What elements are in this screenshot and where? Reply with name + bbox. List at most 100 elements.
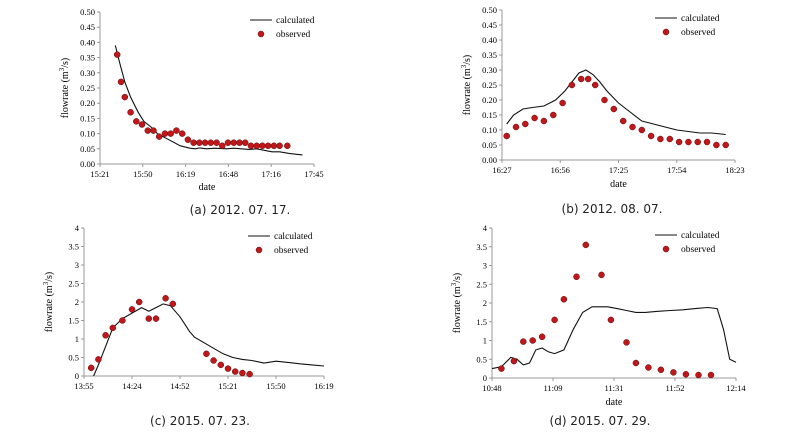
legend-observed-swatch xyxy=(255,246,263,254)
y-tick-label: 2 xyxy=(75,297,79,307)
y-tick-label: 0.35 xyxy=(482,50,497,60)
x-tick-label: 12:14 xyxy=(726,383,746,393)
y-axis-label-tail: /s) xyxy=(462,55,473,65)
y-tick-label: 0.25 xyxy=(80,83,95,93)
y-tick-label: 0 xyxy=(483,373,487,383)
chart-caption: (b) 2012. 08. 07. xyxy=(562,202,663,216)
observed-point xyxy=(270,142,278,150)
observed-point xyxy=(695,371,702,379)
calculated-line xyxy=(506,69,726,136)
observed-point xyxy=(584,75,592,83)
x-tick-label: 16:48 xyxy=(219,169,238,179)
observed-point xyxy=(239,369,246,377)
y-axis-label: flowrate (m3/s) xyxy=(460,55,473,115)
x-tick-label: 16:56 xyxy=(551,165,570,175)
chart-caption: (c) 2015. 07. 23. xyxy=(150,414,250,428)
observed-point xyxy=(219,142,226,150)
observed-point xyxy=(178,130,186,137)
observed-point xyxy=(531,114,538,122)
observed-point xyxy=(87,364,95,372)
observed-point xyxy=(133,118,140,125)
observed-point xyxy=(224,139,232,146)
y-tick-label: 2 xyxy=(483,298,487,308)
observed-point xyxy=(598,271,605,279)
observed-point xyxy=(577,75,585,83)
observed-point xyxy=(284,142,291,150)
observed-point xyxy=(119,317,126,324)
x-tick-label: 11:31 xyxy=(604,383,623,393)
observed-point xyxy=(675,138,683,146)
observed-point xyxy=(568,81,576,89)
x-tick-label: 17:45 xyxy=(304,169,323,179)
y-tick-label: 0.00 xyxy=(482,155,497,165)
y-tick-label: 3 xyxy=(483,261,487,271)
x-tick-label: 15:21 xyxy=(90,169,109,179)
observed-point xyxy=(117,78,125,86)
observed-point xyxy=(510,357,518,365)
legend-calculated-label: calculated xyxy=(276,16,315,26)
observed-point xyxy=(647,132,655,140)
chart-caption: (d) 2015. 07. 29. xyxy=(550,414,651,428)
y-tick-label: 0.15 xyxy=(482,110,497,120)
observed-point xyxy=(201,139,209,146)
legend-observed-label: observed xyxy=(681,28,716,38)
observed-point xyxy=(694,138,701,146)
y-tick-label: 1 xyxy=(75,334,79,344)
observed-point xyxy=(135,298,143,306)
observed-point xyxy=(645,364,652,371)
y-tick-label: 3.5 xyxy=(476,242,487,252)
y-axis-label-base: flowrate (m xyxy=(44,285,55,332)
observed-point xyxy=(213,139,220,146)
observed-point xyxy=(670,369,677,376)
observed-point xyxy=(207,139,215,146)
observed-point xyxy=(145,315,153,322)
observed-point xyxy=(629,123,636,131)
observed-point xyxy=(113,51,121,58)
y-tick-label: 0.30 xyxy=(482,65,497,75)
y-tick-label: 0.15 xyxy=(80,113,95,123)
observed-point xyxy=(230,139,238,146)
y-axis-label: flowrate (m3/s) xyxy=(450,273,463,333)
legend-observed-swatch xyxy=(257,30,265,38)
observed-point xyxy=(503,132,510,140)
observed-point xyxy=(127,109,134,116)
legend-calculated-label: calculated xyxy=(681,14,720,24)
observed-point xyxy=(722,141,729,149)
observed-point xyxy=(591,81,599,89)
observed-point xyxy=(713,141,720,149)
observed-point xyxy=(512,123,520,131)
observed-point xyxy=(538,333,546,341)
observed-point xyxy=(109,324,117,332)
chart-d: 0 0.5 1 1.5 2 2.5 3 3.5 4 10:48 11:09 11:31 11:52 12:… xyxy=(450,223,746,428)
legend-calculated-label: calculated xyxy=(681,231,720,241)
y-axis-label-base: flowrate (m xyxy=(452,286,463,333)
observed-point xyxy=(264,142,272,150)
observed-point xyxy=(573,273,580,281)
x-tick-label: 15:50 xyxy=(133,169,152,179)
y-tick-label: 1.5 xyxy=(68,316,79,326)
x-tick-label: 14:52 xyxy=(170,381,189,391)
x-tick-label: 15:21 xyxy=(218,381,237,391)
observed-point xyxy=(550,111,557,119)
y-axis-label-tail: /s) xyxy=(452,273,463,283)
observed-point xyxy=(138,121,146,128)
x-tick-label: 16:19 xyxy=(314,381,333,391)
legend-observed-label: observed xyxy=(274,246,309,256)
y-tick-label: 0.40 xyxy=(482,35,497,45)
legend-observed-swatch xyxy=(662,245,670,253)
x-tick-label: 13:55 xyxy=(74,381,93,391)
x-tick-label: 17:16 xyxy=(262,169,281,179)
y-tick-label: 3.5 xyxy=(68,242,79,252)
observed-point xyxy=(529,337,536,344)
y-axis-label-sup: 3 xyxy=(450,282,458,286)
y-tick-label: 0.40 xyxy=(80,37,95,47)
observed-point xyxy=(173,127,180,134)
legend-observed-label: observed xyxy=(681,245,716,255)
observed-point xyxy=(144,127,152,134)
observed-point xyxy=(638,126,646,134)
x-tick-label: 11:09 xyxy=(543,383,562,393)
observed-point xyxy=(128,306,136,313)
y-tick-label: 1.5 xyxy=(476,317,487,327)
y-axis-label-sup: 3 xyxy=(58,67,66,71)
y-tick-label: 0.20 xyxy=(482,95,497,105)
